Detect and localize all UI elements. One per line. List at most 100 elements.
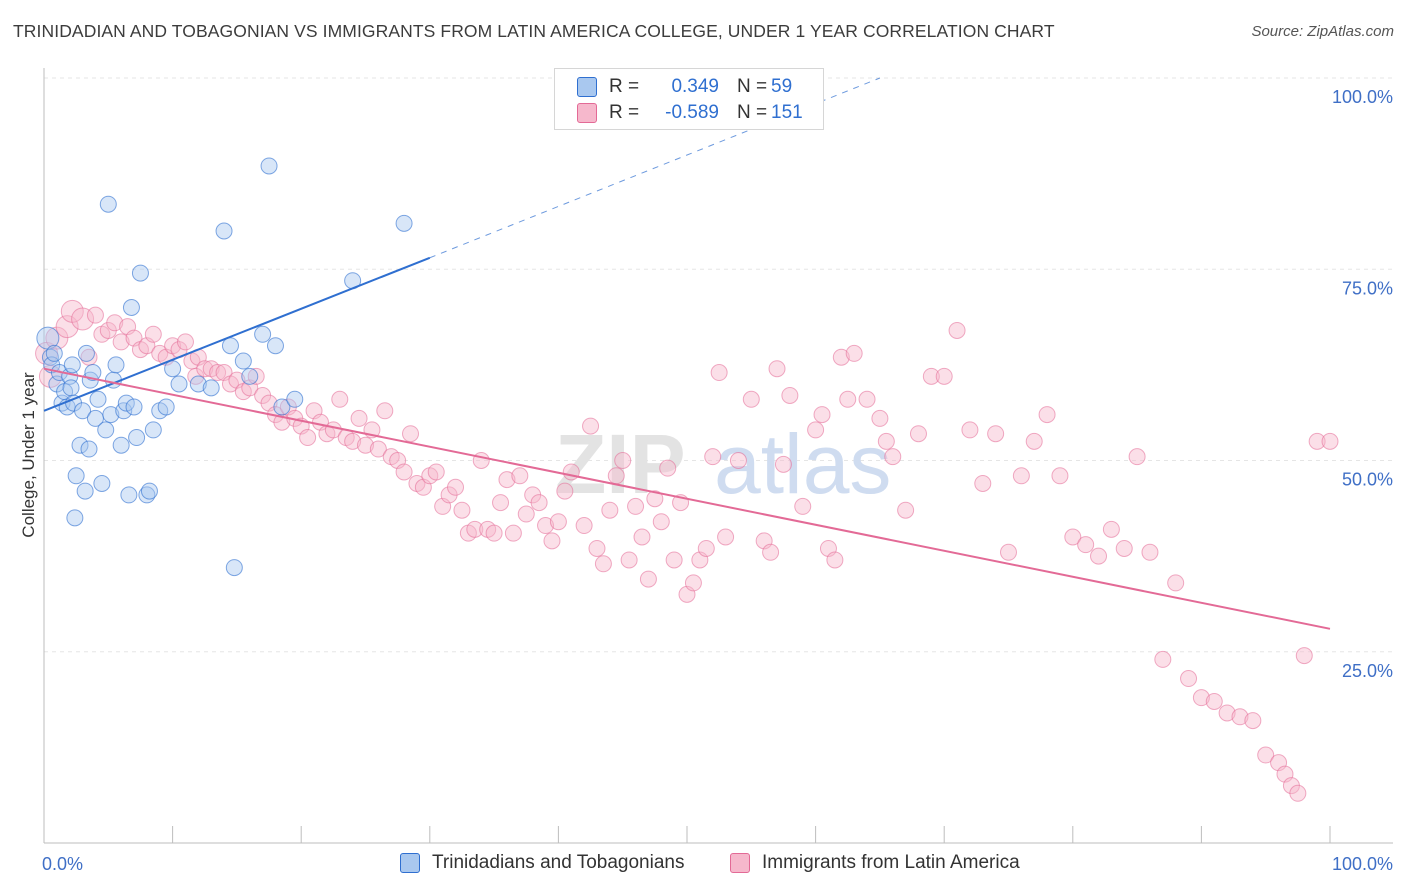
pink-point — [1218, 704, 1236, 722]
pink-point — [504, 524, 522, 542]
legend-label-blue: Trinidadians and Tobagonians — [432, 852, 685, 873]
legend-r-value-pink: -0.589 — [665, 102, 719, 123]
pink-point — [1141, 543, 1159, 561]
pink-point — [1289, 784, 1307, 802]
pink-point — [665, 551, 683, 569]
pink-point — [987, 425, 1005, 443]
pink-point — [826, 551, 844, 569]
pink-point — [427, 463, 445, 481]
pink-point — [549, 513, 567, 531]
blue-point — [395, 214, 413, 232]
pink-point — [1231, 708, 1249, 726]
legend-r-label: R = — [609, 102, 640, 123]
pink-point — [620, 551, 638, 569]
pink-point — [594, 555, 612, 573]
pink-point — [1115, 539, 1133, 557]
pink-point — [331, 390, 349, 408]
legend-swatch-pink — [730, 853, 750, 873]
blue-point — [66, 509, 84, 527]
trend-line-pink — [43, 367, 1331, 630]
pink-point — [839, 390, 857, 408]
pink-point — [176, 333, 194, 351]
pink-point — [877, 432, 895, 450]
pink-point — [871, 409, 889, 427]
pink-point — [112, 333, 130, 351]
pink-point — [369, 440, 387, 458]
pink-point — [652, 513, 670, 531]
pink-point — [710, 364, 728, 382]
pink-point — [845, 344, 863, 362]
legend-n-value-blue: 59 — [771, 76, 793, 97]
blue-point — [67, 467, 85, 485]
pink-point — [575, 517, 593, 535]
pink-point — [884, 448, 902, 466]
y-axis-label: College, Under 1 year — [19, 372, 38, 538]
blue-point — [125, 398, 143, 416]
blue-point — [215, 222, 233, 240]
blue-point — [266, 337, 284, 355]
blue-point — [286, 390, 304, 408]
correlation-legend: R = 0.349 N = 59 R = -0.589 N = 151 — [554, 68, 824, 130]
pink-point — [704, 448, 722, 466]
legend-label-pink: Immigrants from Latin America — [762, 852, 1020, 873]
x-tick-label: 0.0% — [42, 854, 83, 874]
pink-point — [55, 315, 79, 339]
pink-point — [402, 425, 420, 443]
pink-point — [530, 494, 548, 512]
pink-point — [659, 459, 677, 477]
pink-point — [1244, 712, 1262, 730]
pink-point — [357, 436, 374, 454]
pink-point — [350, 409, 368, 427]
blue-point — [80, 440, 98, 458]
legend-item-pink[interactable]: Immigrants from Latin America — [730, 852, 1020, 874]
series-legend: Trinidadians and Tobagonians Immigrants … — [0, 850, 1406, 880]
y-tick-label: 25.0% — [1342, 661, 1393, 681]
pink-point — [517, 505, 535, 523]
pink-point — [633, 528, 651, 546]
blue-point — [254, 325, 272, 343]
pink-point — [1167, 574, 1185, 592]
blue-point — [225, 559, 243, 577]
pink-point — [1257, 746, 1275, 764]
y-tick-label: 75.0% — [1342, 278, 1393, 298]
pink-point — [1321, 432, 1339, 450]
pink-point — [909, 425, 927, 443]
pink-point — [247, 367, 265, 385]
pink-point — [1192, 689, 1210, 707]
pink-point — [1064, 528, 1082, 546]
blue-point — [131, 264, 149, 282]
trend-line-blue — [43, 256, 431, 412]
pink-point — [717, 528, 735, 546]
pink-point — [948, 321, 966, 339]
pink-point — [1180, 670, 1198, 688]
pink-point — [537, 517, 555, 535]
blue-point — [74, 402, 92, 420]
pink-point — [639, 570, 657, 588]
y-tick-label: 100.0% — [1332, 87, 1393, 107]
pink-point — [1308, 432, 1326, 450]
pink-point — [729, 452, 747, 469]
blue-point — [202, 379, 220, 397]
pink-point — [447, 478, 465, 496]
pink-points — [35, 299, 1339, 802]
legend-item-blue[interactable]: Trinidadians and Tobagonians — [400, 852, 684, 874]
blue-point — [77, 344, 95, 362]
watermark-zip: ZIP — [555, 417, 686, 511]
pink-point — [774, 455, 792, 473]
tick-labels: 25.0% 50.0% 75.0% 100.0% 0.0% 100.0% — [42, 87, 1393, 874]
blue-point — [170, 375, 188, 393]
x-tick-label: 100.0% — [1332, 854, 1393, 874]
blue-point — [157, 398, 175, 416]
pink-point — [794, 497, 812, 515]
y-tick-label: 50.0% — [1342, 470, 1393, 490]
pink-point — [627, 497, 645, 515]
blue-point — [112, 436, 130, 454]
pink-point — [1102, 520, 1120, 538]
pink-point — [697, 539, 715, 557]
blue-point — [241, 367, 259, 385]
pink-point — [601, 501, 619, 519]
pink-point — [582, 417, 600, 435]
pink-point — [813, 406, 831, 424]
pink-point — [466, 520, 484, 538]
